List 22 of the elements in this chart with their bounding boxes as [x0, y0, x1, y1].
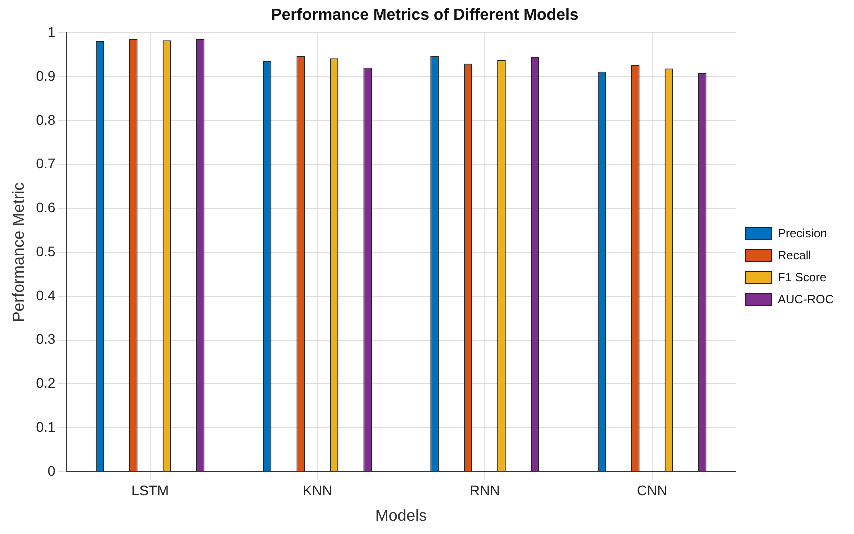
y-tick-label: 0.4 [36, 287, 56, 304]
y-tick-label: 0.9 [36, 68, 56, 84]
legend-label: Recall [778, 248, 812, 262]
y-tick-label: 0 [48, 462, 56, 479]
legend-label: Precision [778, 226, 828, 240]
y-tick-label: 0.7 [36, 156, 56, 172]
y-axis-title: Performance Metric [11, 182, 28, 322]
legend-label: AUC-ROC [778, 292, 834, 306]
y-tick-label: 0.8 [36, 112, 56, 128]
legend-label: F1 Score [778, 270, 828, 284]
y-tick-label: 0.2 [36, 375, 56, 392]
y-tick-label: 1 [48, 24, 56, 40]
y-tick-label: 0.1 [36, 418, 56, 435]
x-axis-title: Models [376, 508, 428, 525]
y-tick-label: 0.6 [36, 200, 56, 216]
x-tick-label: LSTM [132, 482, 169, 498]
x-tick-label: CNN [637, 482, 668, 498]
x-tick-label: KNN [302, 482, 332, 498]
chart-title: Performance Metrics of Different Models [271, 7, 579, 24]
y-tick-label: 0.5 [36, 243, 56, 260]
x-tick-label: RNN [470, 482, 500, 498]
y-tick-label: 0.3 [36, 331, 56, 348]
